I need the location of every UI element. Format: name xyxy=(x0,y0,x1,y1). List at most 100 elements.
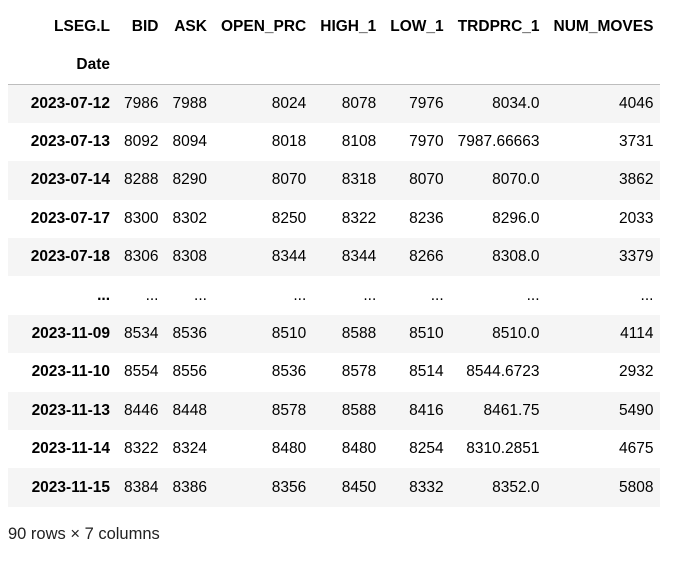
cell-trdprc-1: ... xyxy=(526,286,540,304)
cell-open-prc: 8250 xyxy=(271,209,307,227)
cell-low-1: 8070 xyxy=(409,171,444,189)
cell-open-prc: 8024 xyxy=(271,94,307,112)
table-row: 2023-11-15 8384 8386 8356 8450 8332 8352… xyxy=(8,468,661,507)
cell-ask: 8386 xyxy=(172,478,207,496)
cell-open-prc: 8578 xyxy=(271,401,307,419)
row-index-date: 2023-11-15 xyxy=(31,478,110,496)
column-header-ask: ASK xyxy=(174,18,207,35)
cell-low-1: 8514 xyxy=(409,363,444,381)
columns-name-header: LSEG.L xyxy=(54,18,110,35)
cell-bid: 8322 xyxy=(124,440,159,458)
cell-high-1: 8588 xyxy=(341,325,377,343)
column-header-low-1: LOW_1 xyxy=(390,18,444,35)
cell-bid: 8384 xyxy=(124,478,159,496)
cell-num-moves: 4675 xyxy=(618,440,654,458)
cell-low-1: 8332 xyxy=(409,478,444,496)
cell-num-moves: 5808 xyxy=(618,478,654,496)
cell-low-1: 8254 xyxy=(409,440,444,458)
table-row-ellipsis: ... ... ... ... ... ... ... ... xyxy=(8,276,661,315)
table-row: 2023-07-18 8306 8308 8344 8344 8266 8308… xyxy=(8,238,661,277)
cell-trdprc-1: 8070.0 xyxy=(492,171,540,189)
column-header-row: LSEG.L BID ASK OPEN_PRC HIGH_1 LOW_1 TRD… xyxy=(8,8,660,46)
cell-bid: ... xyxy=(145,286,159,304)
cell-open-prc: 8510 xyxy=(271,325,307,343)
cell-ask: 8290 xyxy=(172,171,207,189)
cell-low-1: ... xyxy=(430,286,444,304)
row-index-date: 2023-11-09 xyxy=(31,325,110,343)
cell-open-prc: 8536 xyxy=(271,363,307,381)
cell-ask: 7988 xyxy=(172,94,207,112)
column-header-num-moves: NUM_MOVES xyxy=(553,18,654,35)
cell-bid: 8446 xyxy=(124,401,159,419)
cell-trdprc-1: 8310.2851 xyxy=(466,440,540,458)
index-header-row: Date xyxy=(8,46,661,85)
cell-open-prc: 8480 xyxy=(271,440,307,458)
cell-ask: ... xyxy=(194,286,207,304)
cell-trdprc-1: 8296.0 xyxy=(492,209,540,227)
column-header-trdprc-1: TRDPRC_1 xyxy=(457,18,540,35)
table-row: 2023-11-09 8534 8536 8510 8588 8510 8510… xyxy=(8,314,661,354)
cell-num-moves: 4046 xyxy=(618,94,654,112)
cell-num-moves: 5490 xyxy=(618,401,654,419)
row-index-date: 2023-07-17 xyxy=(30,209,110,227)
cell-bid: 8300 xyxy=(124,209,159,227)
table-row: 2023-11-10 8554 8556 8536 8578 8514 8544… xyxy=(8,353,661,392)
cell-ask: 8324 xyxy=(172,440,207,458)
cell-num-moves: 4114 xyxy=(620,325,654,343)
table-row: 2023-11-14 8322 8324 8480 8480 8254 8310… xyxy=(8,430,661,469)
table-row: 2023-07-12 7986 7988 8024 8078 7976 8034… xyxy=(8,84,661,123)
row-index-date: 2023-07-18 xyxy=(30,248,110,266)
cell-trdprc-1: 8308.0 xyxy=(492,248,540,266)
cell-open-prc: 8070 xyxy=(271,171,307,189)
cell-num-moves: 2033 xyxy=(618,209,654,227)
index-name-header: Date xyxy=(76,56,110,73)
cell-low-1: 8510 xyxy=(409,325,444,343)
cell-bid: 8288 xyxy=(124,171,159,189)
cell-low-1: 8236 xyxy=(409,209,444,227)
cell-open-prc: 8344 xyxy=(271,248,307,266)
cell-open-prc: ... xyxy=(293,286,307,304)
row-index-date: 2023-07-14 xyxy=(30,171,110,189)
row-index-date: 2023-11-13 xyxy=(31,401,110,419)
cell-trdprc-1: 8352.0 xyxy=(492,478,540,496)
cell-num-moves: 3731 xyxy=(618,133,654,151)
table-row: 2023-07-17 8300 8302 8250 8322 8236 8296… xyxy=(8,199,661,239)
cell-ask: 8308 xyxy=(172,248,207,266)
cell-ask: 8302 xyxy=(172,209,207,227)
cell-bid: 7986 xyxy=(124,94,159,112)
cell-low-1: 7970 xyxy=(409,133,444,151)
cell-num-moves: ... xyxy=(640,286,654,304)
cell-high-1: 8450 xyxy=(341,478,377,496)
row-index-date: 2023-11-14 xyxy=(31,440,110,458)
cell-bid: 8306 xyxy=(124,248,159,266)
cell-low-1: 7976 xyxy=(409,94,444,112)
cell-trdprc-1: 8461.75 xyxy=(483,401,540,419)
cell-trdprc-1: 8544.6723 xyxy=(466,363,540,381)
cell-num-moves: 3379 xyxy=(618,248,654,266)
cell-ask: 8094 xyxy=(172,133,207,151)
cell-high-1: 8108 xyxy=(341,133,377,151)
dataframe-shape-summary: 90 rows × 7 columns xyxy=(8,525,160,543)
cell-high-1: 8588 xyxy=(341,401,377,419)
cell-high-1: 8318 xyxy=(341,171,377,189)
cell-ask: 8536 xyxy=(172,325,207,343)
cell-high-1: ... xyxy=(363,286,377,304)
column-header-bid: BID xyxy=(131,18,159,35)
cell-ask: 8556 xyxy=(172,363,207,381)
cell-low-1: 8266 xyxy=(409,248,444,266)
column-header-open-prc: OPEN_PRC xyxy=(220,18,307,35)
table-row: 2023-07-13 8092 8094 8018 8108 7970 7987… xyxy=(8,122,661,162)
cell-open-prc: 8356 xyxy=(271,478,307,496)
row-index-date: 2023-07-12 xyxy=(30,94,110,112)
cell-bid: 8092 xyxy=(124,133,159,151)
row-index-date: ... xyxy=(97,286,110,304)
dataframe-table: LSEG.L BID ASK OPEN_PRC HIGH_1 LOW_1 TRD… xyxy=(8,8,661,507)
cell-high-1: 8322 xyxy=(341,209,377,227)
cell-num-moves: 2932 xyxy=(618,363,654,381)
cell-trdprc-1: 8510.0 xyxy=(492,325,540,343)
table-row: 2023-11-13 8446 8448 8578 8588 8416 8461… xyxy=(8,391,661,431)
row-index-date: 2023-07-13 xyxy=(30,133,110,151)
cell-open-prc: 8018 xyxy=(271,133,307,151)
column-header-high-1: HIGH_1 xyxy=(320,18,377,35)
cell-trdprc-1: 7987.66663 xyxy=(457,133,540,151)
